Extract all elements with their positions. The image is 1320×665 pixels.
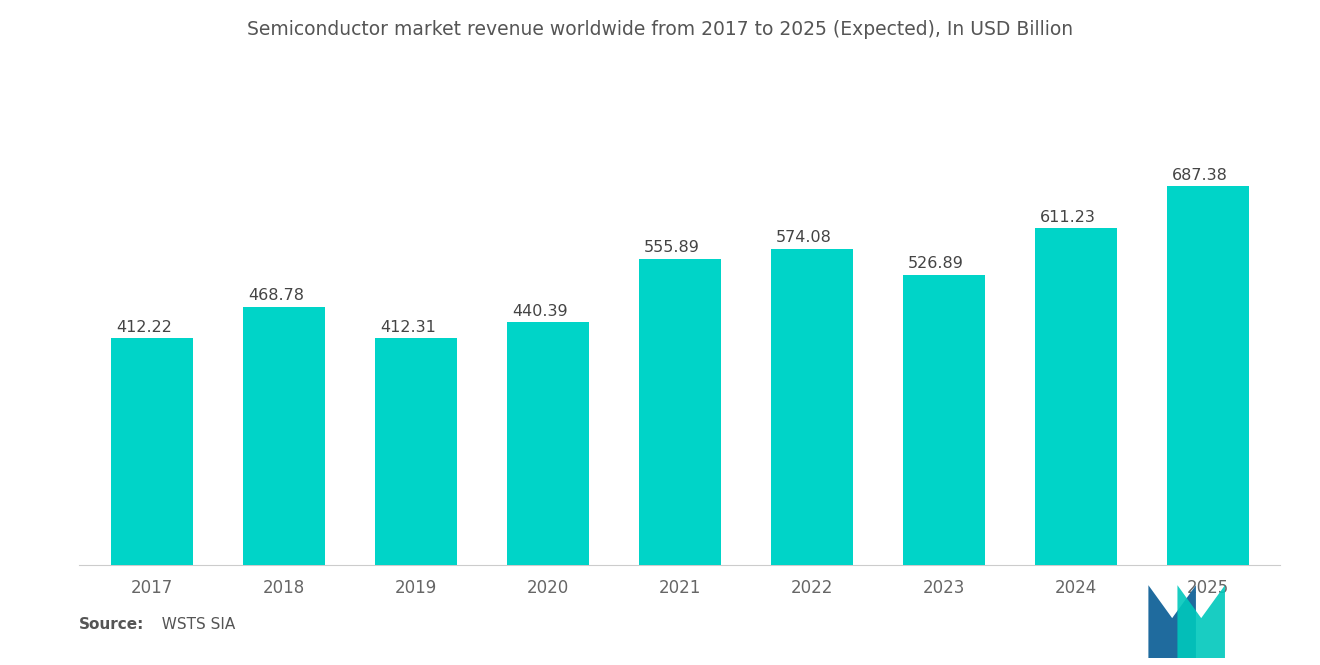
Bar bbox=[243, 307, 325, 565]
Text: WSTS SIA: WSTS SIA bbox=[152, 616, 235, 632]
Bar bbox=[507, 323, 589, 565]
Bar bbox=[111, 338, 193, 565]
Text: 687.38: 687.38 bbox=[1172, 168, 1228, 183]
Text: 412.22: 412.22 bbox=[116, 320, 172, 334]
Bar bbox=[771, 249, 853, 565]
Text: 526.89: 526.89 bbox=[908, 257, 964, 271]
Text: Source:: Source: bbox=[79, 616, 145, 632]
Text: 468.78: 468.78 bbox=[248, 289, 304, 303]
Text: 574.08: 574.08 bbox=[776, 230, 832, 245]
Text: 611.23: 611.23 bbox=[1040, 210, 1096, 225]
Bar bbox=[1167, 186, 1249, 565]
Bar bbox=[903, 275, 985, 565]
Text: 440.39: 440.39 bbox=[512, 304, 568, 319]
Bar bbox=[1035, 228, 1117, 565]
Bar bbox=[639, 259, 721, 565]
Text: 555.89: 555.89 bbox=[644, 240, 700, 255]
Text: Semiconductor market revenue worldwide from 2017 to 2025 (Expected), In USD Bill: Semiconductor market revenue worldwide f… bbox=[247, 20, 1073, 39]
Bar bbox=[375, 338, 457, 565]
Text: 412.31: 412.31 bbox=[380, 320, 436, 334]
